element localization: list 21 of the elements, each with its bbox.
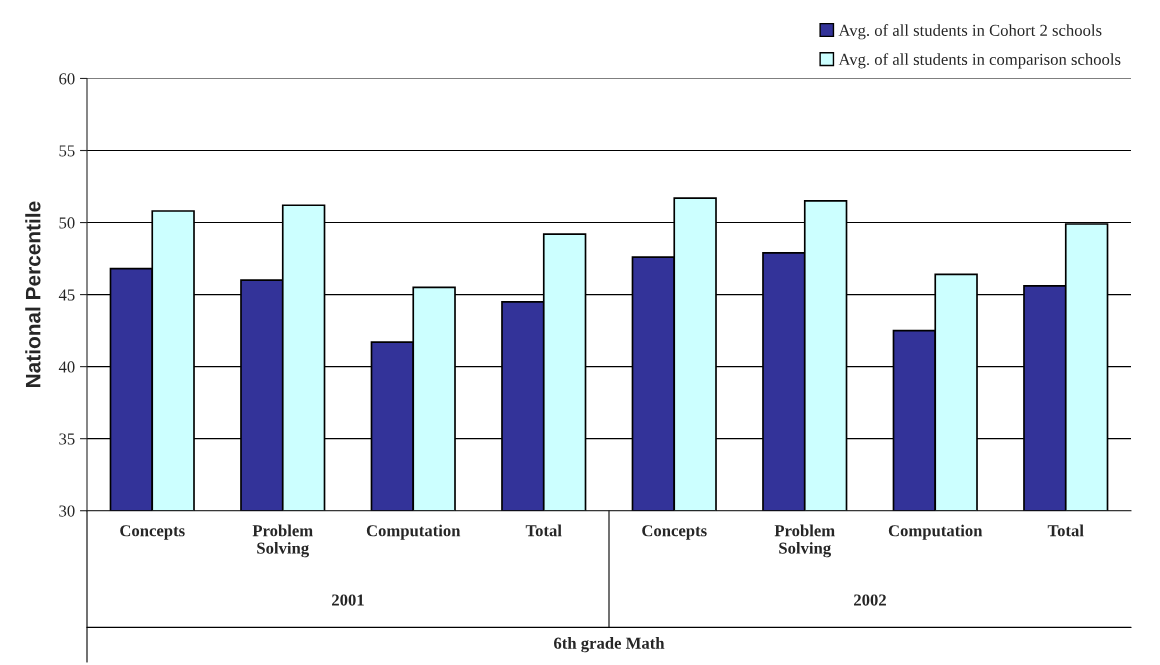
x-tick-label: Concepts <box>642 525 707 540</box>
legend-label: Avg. of all students in Cohort 2 schools <box>838 24 1102 40</box>
text: 2001 <box>332 594 364 606</box>
y-tick-label: 35 <box>59 433 75 445</box>
y-tick-label: 50 <box>59 217 75 229</box>
y-tick-label: 55 <box>59 145 75 157</box>
x-tick-label: Computation <box>366 524 461 540</box>
x-tick-label: Computation <box>888 524 983 540</box>
x-tick-label: Concepts <box>120 525 185 540</box>
legend-label: Avg. of all students in comparison schools <box>838 53 1121 69</box>
y-tick-label: 45 <box>58 289 75 301</box>
y-axis-title: National Percentile <box>25 201 41 387</box>
x-tick-label: Total <box>525 524 562 537</box>
x-tick-label: Total <box>1047 524 1084 537</box>
y-tick-label: 30 <box>59 505 75 517</box>
x-tick-label: Problem Solving <box>252 524 313 558</box>
text: 2002 <box>854 594 886 606</box>
y-tick-label: 60 <box>59 73 75 85</box>
y-tick-label: 40 <box>58 361 75 373</box>
x-tick-label: Problem Solving <box>774 524 835 558</box>
x-axis-title: 6th grade Math <box>554 637 665 653</box>
